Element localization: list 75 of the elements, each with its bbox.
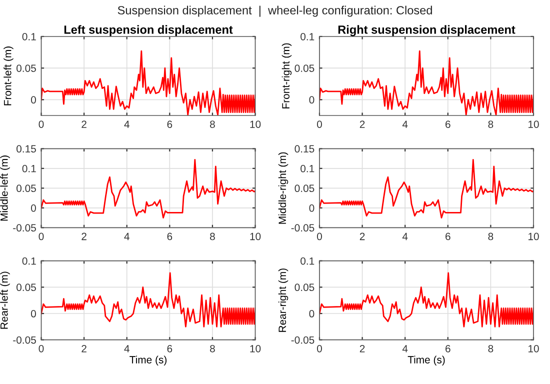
y-tick-label: 0 — [309, 310, 314, 318]
x-tick-label: 8 — [210, 344, 215, 352]
y-tick-label: 0.05 — [16, 64, 36, 72]
x-tick-label: 2 — [82, 344, 86, 352]
x-axis-title: Time (s) — [130, 356, 167, 366]
x-tick-label: 8 — [488, 232, 494, 240]
x-tick-label: 8 — [488, 344, 494, 352]
x-tick-label: 8 — [488, 120, 494, 128]
y-tick-label: -0.05 — [13, 336, 36, 344]
x-tick-label: 10 — [528, 344, 539, 352]
y-tick-label: -0.05 — [291, 224, 314, 232]
x-axis-title: Time (s) — [408, 356, 445, 366]
x-tick-label: 10 — [250, 232, 261, 240]
line-series — [41, 159, 256, 218]
x-tick-label: 2 — [360, 344, 365, 352]
y-tick-label: 0 — [31, 204, 36, 212]
y-axis-title: Front-left (m) — [4, 46, 14, 106]
x-tick-label: 2 — [360, 232, 365, 240]
x-tick-label: 0 — [38, 344, 44, 352]
line-series — [319, 272, 534, 328]
x-tick-label: 4 — [124, 120, 130, 128]
x-tick-label: 4 — [402, 232, 408, 240]
y-axis-title: Rear-right (m) — [278, 268, 288, 332]
y-tick-label: 0 — [31, 96, 36, 104]
y-tick-label: 0.1 — [300, 32, 314, 40]
y-tick-label: 0.1 — [22, 32, 36, 40]
x-tick-label: 6 — [446, 344, 450, 352]
x-tick-label: 10 — [528, 120, 539, 128]
y-tick-label: 0.1 — [300, 257, 314, 265]
x-tick-label: 0 — [38, 120, 44, 128]
y-tick-label: 0.15 — [294, 145, 314, 153]
y-tick-label: 0.1 — [300, 164, 314, 172]
x-tick-label: 2 — [360, 120, 365, 128]
x-tick-label: 0 — [316, 120, 322, 128]
x-tick-label: 6 — [167, 232, 172, 240]
y-tick-label: 0.15 — [16, 145, 36, 153]
line-series — [319, 159, 534, 218]
y-tick-label: 0 — [309, 96, 314, 104]
y-axis-title: Front-right (m) — [282, 43, 292, 108]
x-tick-label: 4 — [124, 345, 130, 352]
x-tick-label: 0 — [316, 344, 322, 352]
x-tick-label: 2 — [82, 232, 86, 240]
y-axis-title: Rear-left (m) — [0, 272, 10, 329]
chart-title: Left suspension displacement — [64, 25, 233, 36]
y-tick-label: 0 — [31, 310, 36, 318]
x-tick-label: 10 — [528, 232, 539, 240]
y-tick-label: 0.05 — [294, 64, 314, 72]
x-tick-label: 2 — [82, 120, 86, 128]
x-tick-label: 4 — [124, 232, 130, 240]
x-tick-label: 8 — [210, 120, 215, 128]
chart-title: Right suspension displacement — [338, 25, 516, 36]
x-tick-label: 6 — [446, 120, 450, 128]
y-tick-label: 0.05 — [294, 284, 314, 292]
x-tick-label: 8 — [210, 232, 215, 240]
y-tick-label: 0.1 — [22, 257, 36, 265]
x-tick-label: 6 — [446, 232, 450, 240]
x-tick-label: 0 — [38, 232, 44, 240]
y-tick-label: -0.05 — [291, 336, 314, 344]
line-series — [41, 272, 256, 328]
x-tick-label: 0 — [316, 232, 322, 240]
y-tick-label: 0 — [309, 204, 314, 212]
y-axis-title: Middle-right (m) — [278, 152, 288, 224]
y-axis-title: Middle-left (m) — [0, 156, 10, 221]
x-tick-label: 6 — [167, 344, 172, 352]
y-tick-label: 0.05 — [294, 184, 314, 192]
x-tick-label: 10 — [250, 344, 261, 352]
x-tick-label: 6 — [167, 120, 172, 128]
y-tick-label: 0.05 — [16, 184, 36, 192]
text: Suspension displacement | wheel-leg configuration: Closed — [118, 6, 432, 17]
x-tick-label: 4 — [402, 345, 408, 352]
y-tick-label: 0.1 — [22, 164, 36, 172]
y-tick-label: 0.05 — [16, 284, 36, 292]
x-tick-label: 10 — [250, 120, 261, 128]
x-tick-label: 4 — [402, 120, 408, 128]
y-tick-label: -0.05 — [13, 224, 36, 232]
